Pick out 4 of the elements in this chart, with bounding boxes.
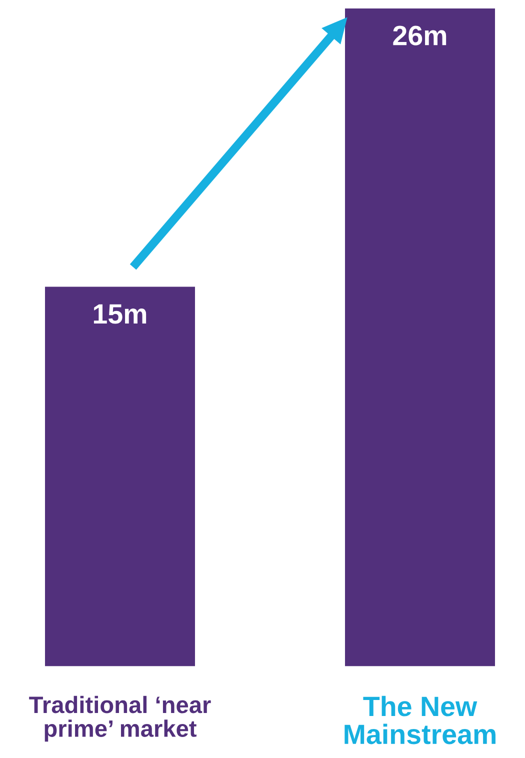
x-tick-label: Traditional ‘near prime’ market: [29, 696, 211, 742]
data-label: 15m: [94, 304, 146, 324]
x-tick-label: The New Mainstream: [344, 696, 496, 744]
data-label: 26m: [393, 26, 446, 46]
